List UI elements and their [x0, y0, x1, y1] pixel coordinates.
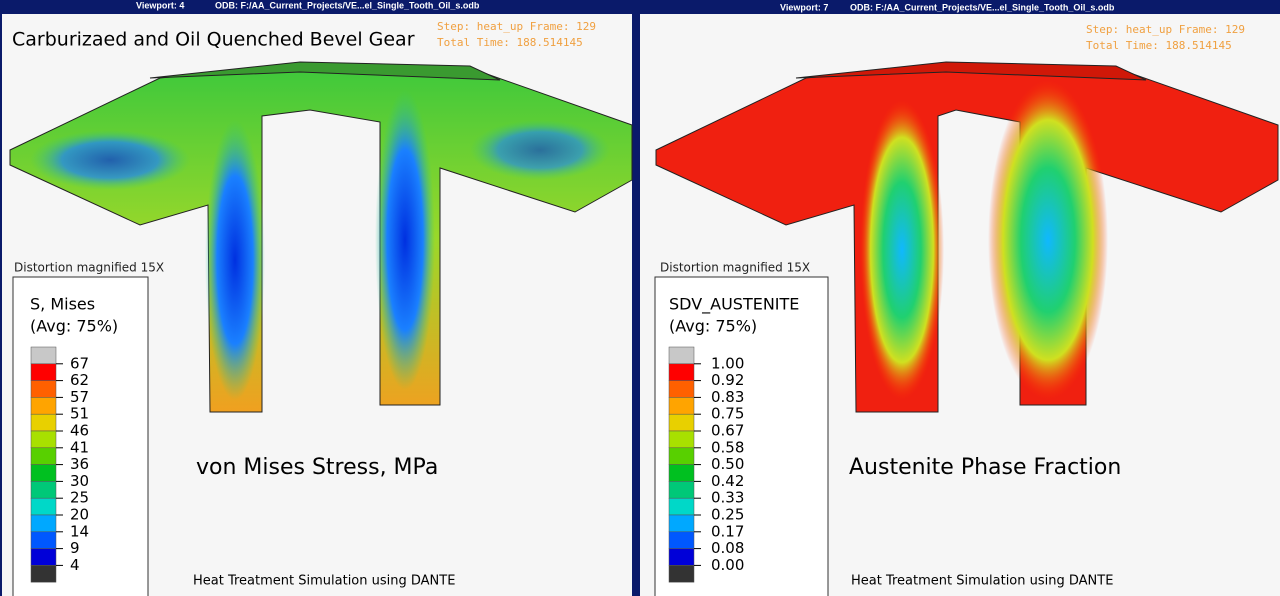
legend-label: 67: [70, 354, 89, 372]
legend-label: 0.83: [711, 388, 744, 406]
legend-swatch: [30, 531, 57, 549]
legend-swatch: [30, 447, 57, 465]
legend-label: 14: [70, 522, 89, 540]
caption: von Mises Stress, MPa: [196, 455, 438, 480]
legend-swatch: [30, 363, 57, 381]
step-info: Step: heat_up Frame: 129: [1086, 23, 1245, 36]
legend-label: 0.75: [711, 405, 744, 423]
view-title: Carburizaed and Oil Quenched Bevel Gear: [12, 29, 415, 51]
legend-label: 41: [70, 438, 89, 456]
legend-swatch: [30, 413, 57, 432]
legend-label: 0.33: [711, 489, 744, 507]
legend-swatch: [668, 413, 695, 432]
legend-label: 0.08: [711, 539, 744, 557]
viewport-label: Viewport: 7: [780, 2, 828, 12]
legend-title: SDV_AUSTENITE: [669, 295, 799, 315]
odb-path: ODB: F:/AA_Current_Projects/VE...el_Sing…: [215, 0, 480, 10]
legend-swatch: [668, 548, 695, 566]
legend-label: 0.00: [711, 556, 744, 574]
total-time: Total Time: 188.514145: [437, 36, 583, 49]
legend-label: 9: [70, 539, 80, 557]
legend-label: 30: [70, 472, 89, 490]
legend-swatch: [668, 363, 695, 381]
legend-swatch: [30, 380, 57, 398]
viewport-label: Viewport: 4: [136, 0, 184, 10]
legend-label: 20: [70, 506, 89, 524]
legend-swatch: [30, 346, 57, 365]
gear-model: [655, 61, 1279, 413]
legend-swatch: [30, 397, 57, 415]
distortion-note: Distortion magnified 15X: [14, 261, 164, 275]
legend-swatch: [30, 548, 57, 566]
legend-swatch: [668, 497, 695, 516]
legend-subtitle: (Avg: 75%): [669, 317, 757, 336]
legend-swatch: [30, 497, 57, 516]
legend-swatch: [668, 464, 695, 482]
legend-swatch: [668, 531, 695, 549]
legend-swatch: [30, 514, 57, 533]
legend-swatch: [668, 430, 695, 449]
odb-path: ODB: F:/AA_Current_Projects/VE...el_Sing…: [850, 2, 1115, 12]
legend-label: 0.67: [711, 422, 744, 440]
legend-swatch: [668, 380, 695, 398]
legend-swatch: [668, 565, 695, 583]
legend-title: S, Mises: [30, 295, 95, 314]
legend-label: 57: [70, 388, 89, 406]
gear-model: [9, 61, 633, 413]
distortion-note: Distortion magnified 15X: [660, 261, 810, 275]
legend-swatch: [668, 447, 695, 465]
legend-label: 0.92: [711, 371, 744, 389]
footer: Heat Treatment Simulation using DANTE: [851, 574, 1113, 589]
legend-swatch: [668, 481, 695, 499]
legend-label: 0.58: [711, 438, 744, 456]
legend-label: 0.17: [711, 522, 744, 540]
legend-subtitle: (Avg: 75%): [30, 317, 118, 336]
legend-swatch: [30, 481, 57, 499]
legend-label: 25: [70, 489, 89, 507]
legend-label: 62: [70, 371, 89, 389]
legend-label: 0.50: [711, 455, 744, 473]
viewport-header-bar: [0, 0, 634, 14]
footer: Heat Treatment Simulation using DANTE: [193, 574, 455, 589]
legend-swatch: [668, 514, 695, 533]
legend-label: 36: [70, 455, 89, 473]
legend-label: 46: [70, 422, 89, 440]
legend-swatch: [30, 565, 57, 583]
legend-swatch: [30, 430, 57, 449]
legend-label: 0.25: [711, 506, 744, 524]
total-time: Total Time: 188.514145: [1086, 39, 1232, 52]
legend-swatch: [668, 397, 695, 415]
legend-swatch: [30, 464, 57, 482]
step-info: Step: heat_up Frame: 129: [437, 20, 596, 33]
legend-label: 1.00: [711, 354, 744, 372]
legend-label: 0.42: [711, 472, 744, 490]
caption: Austenite Phase Fraction: [849, 455, 1121, 480]
legend-label: 4: [70, 556, 80, 574]
legend-swatch: [668, 346, 695, 365]
legend-label: 51: [70, 405, 89, 423]
